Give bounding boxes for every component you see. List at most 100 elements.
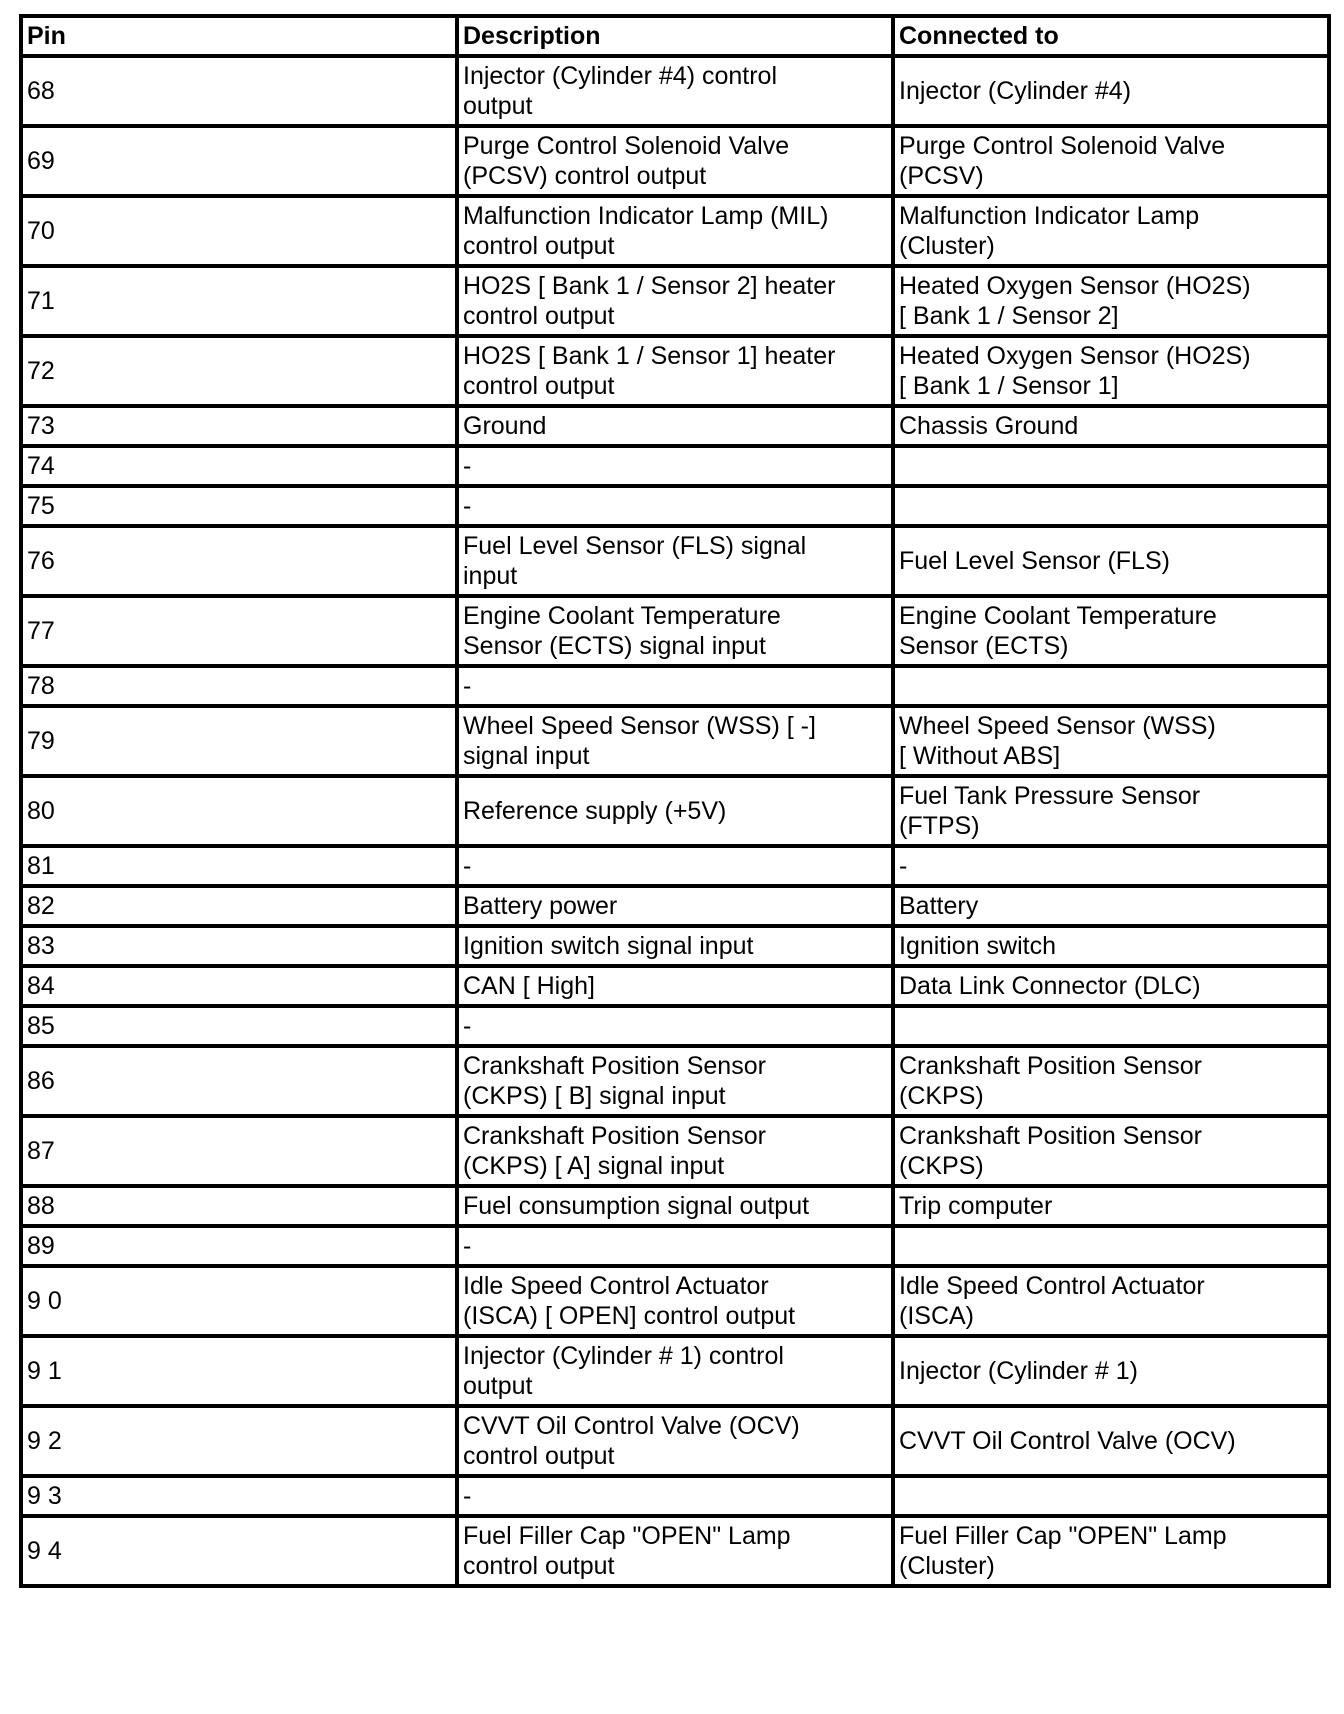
table-row: 80 Reference supply (+5V) Fuel Tank Pressu… [19,774,1331,848]
pin-cell: 9 2 [19,1404,459,1478]
connected-to-cell: Malfunction Indicator Lamp (Cluster) [891,194,1331,268]
pin-cell: 71 [19,264,459,338]
description-cell: Fuel consumption signal output [455,1184,895,1228]
connected-to-cell: Purge Control Solenoid Valve (PCSV) [891,124,1331,198]
table-row: 71 HO2S [ Bank 1 / Sensor 2] heater contr… [19,264,1331,338]
header-connected-to: Connected to [891,14,1331,58]
connected-to-cell [891,444,1331,488]
connected-to-cell: Data Link Connector (DLC) [891,964,1331,1008]
connected-to-cell: - [891,844,1331,888]
pin-cell: 81 [19,844,459,888]
description-cell: Injector (Cylinder # 1) control output [455,1334,895,1408]
description-cell: HO2S [ Bank 1 / Sensor 1] heater control… [455,334,895,408]
table-row: 81- - [19,844,1331,888]
table-row: 9 2 CVVT Oil Control Valve (OCV) control … [19,1404,1331,1478]
description-cell: Fuel Level Sensor (FLS) signal input [455,524,895,598]
connected-to-cell [891,484,1331,528]
table-row: 9 0 Idle Speed Control Actuator (ISCA) [ … [19,1264,1331,1338]
pin-table: Pin Description Connected to 68 Injector … [19,14,1331,1588]
table-row: 9 3 - [19,1474,1331,1518]
connected-to-cell [891,1224,1331,1268]
pin-cell: 78 [19,664,459,708]
description-cell: HO2S [ Bank 1 / Sensor 2] heater control… [455,264,895,338]
table-body: 68 Injector (Cylinder #4) control output I… [19,54,1331,1588]
connected-to-cell: Heated Oxygen Sensor (HO2S) [ Bank 1 / S… [891,264,1331,338]
pin-cell: 70 [19,194,459,268]
pin-cell: 74 [19,444,459,488]
table-row: 88 Fuel consumption signal output Trip com… [19,1184,1331,1228]
connected-to-cell: Battery [891,884,1331,928]
description-cell: - [455,484,895,528]
pin-cell: 79 [19,704,459,778]
description-cell: Reference supply (+5V) [455,774,895,848]
pin-cell: 86 [19,1044,459,1118]
pin-cell: 80 [19,774,459,848]
table-row: 85- [19,1004,1331,1048]
table-row: 74- [19,444,1331,488]
description-cell: - [455,844,895,888]
connected-to-cell: Fuel Tank Pressure Sensor (FTPS) [891,774,1331,848]
pin-cell: 69 [19,124,459,198]
description-cell: Malfunction Indicator Lamp (MIL) control… [455,194,895,268]
connected-to-cell: Trip computer [891,1184,1331,1228]
pin-cell: 9 0 [19,1264,459,1338]
table-row: 70 Malfunction Indicator Lamp (MIL) contr… [19,194,1331,268]
description-cell: Ignition switch signal input [455,924,895,968]
table-row: 77 Engine Coolant Temperature Sensor (ECT… [19,594,1331,668]
table-row: 68 Injector (Cylinder #4) control output I… [19,54,1331,128]
description-cell: CAN [ High] [455,964,895,1008]
description-cell: Idle Speed Control Actuator (ISCA) [ OPE… [455,1264,895,1338]
pin-cell: 73 [19,404,459,448]
description-cell: - [455,1004,895,1048]
table-row: 72 HO2S [ Bank 1 / Sensor 1] heater contr… [19,334,1331,408]
pin-cell: 88 [19,1184,459,1228]
connected-to-cell [891,664,1331,708]
table-row: 87 Crankshaft Position Sensor (CKPS) [ A]… [19,1114,1331,1188]
connected-to-cell: Crankshaft Position Sensor (CKPS) [891,1114,1331,1188]
pin-cell: 84 [19,964,459,1008]
pin-cell: 9 4 [19,1514,459,1588]
connected-to-cell: Idle Speed Control Actuator (ISCA) [891,1264,1331,1338]
pin-cell: 75 [19,484,459,528]
description-cell: CVVT Oil Control Valve (OCV) control out… [455,1404,895,1478]
connected-to-cell [891,1474,1331,1518]
description-cell: Engine Coolant Temperature Sensor (ECTS)… [455,594,895,668]
table-row: 73 Ground Chassis Ground [19,404,1331,448]
connected-to-cell: Ignition switch [891,924,1331,968]
connected-to-cell: Chassis Ground [891,404,1331,448]
table-row: 69 Purge Control Solenoid Valve (PCSV) co… [19,124,1331,198]
table-row: 89 - [19,1224,1331,1268]
connected-to-cell: Fuel Filler Cap "OPEN" Lamp (Cluster) [891,1514,1331,1588]
connected-to-cell: CVVT Oil Control Valve (OCV) [891,1404,1331,1478]
table-row: 79 Wheel Speed Sensor (WSS) [ -] signal i… [19,704,1331,778]
header-pin: Pin [19,14,459,58]
table-row: 84 CAN [ High] Data Link Connector (DLC) [19,964,1331,1008]
description-cell: Fuel Filler Cap "OPEN" Lamp control outp… [455,1514,895,1588]
pin-cell: 77 [19,594,459,668]
pin-cell: 76 [19,524,459,598]
pin-cell: 9 3 [19,1474,459,1518]
description-cell: - [455,1224,895,1268]
description-cell: - [455,664,895,708]
connected-to-cell: Injector (Cylinder #4) [891,54,1331,128]
table-row: 82 Battery power Battery [19,884,1331,928]
pin-cell: 72 [19,334,459,408]
table-row: 78- [19,664,1331,708]
connected-to-cell: Crankshaft Position Sensor (CKPS) [891,1044,1331,1118]
connected-to-cell: Injector (Cylinder # 1) [891,1334,1331,1408]
pin-cell: 9 1 [19,1334,459,1408]
pin-cell: 68 [19,54,459,128]
pin-cell: 89 [19,1224,459,1268]
table-row: 9 4 Fuel Filler Cap "OPEN" Lamp control o… [19,1514,1331,1588]
table-row: 9 1 Injector (Cylinder # 1) control outpu… [19,1334,1331,1408]
table-row: 83 Ignition switch signal input Ignition s… [19,924,1331,968]
description-cell: Battery power [455,884,895,928]
pin-cell: 85 [19,1004,459,1048]
header-row: Pin Description Connected to [19,14,1331,58]
description-cell: - [455,444,895,488]
description-cell: Crankshaft Position Sensor (CKPS) [ B] s… [455,1044,895,1118]
pin-cell: 87 [19,1114,459,1188]
description-cell: Injector (Cylinder #4) control output [455,54,895,128]
table-row: 75- [19,484,1331,528]
pin-cell: 82 [19,884,459,928]
